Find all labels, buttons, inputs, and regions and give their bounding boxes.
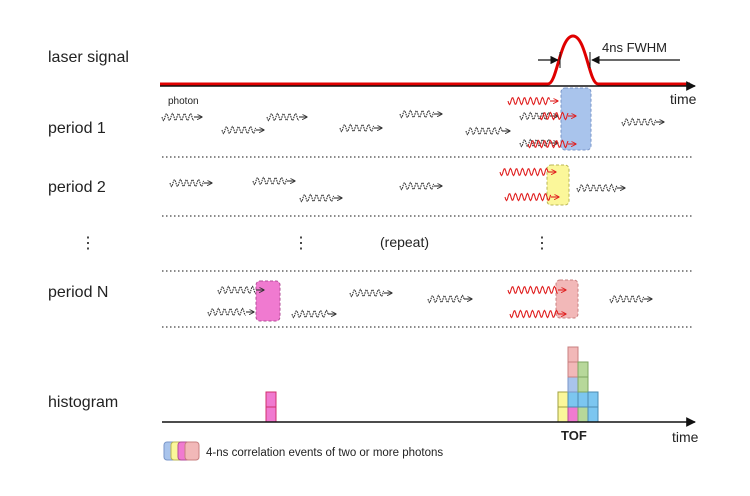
hist-cell: [587, 406, 599, 423]
hist-cell: [567, 346, 579, 363]
photon-wave-icon: [465, 126, 503, 136]
label-histogram: histogram: [48, 394, 118, 411]
photon-wave-icon: [527, 139, 569, 149]
photon-wave-icon: [217, 285, 257, 295]
hist-cell: [587, 391, 599, 408]
hist-bar-left-2: [265, 391, 277, 408]
hist-cell: [567, 376, 579, 393]
repeat-label: (repeat): [380, 234, 429, 250]
hist-cell: [577, 376, 589, 393]
label-period-1: period 1: [48, 120, 106, 137]
hist-cell: [577, 361, 589, 378]
photon-wave-icon: [169, 178, 205, 188]
hist-cell: [567, 361, 579, 378]
photon-wave-icon: [399, 181, 435, 191]
histogram-bars: [265, 346, 599, 423]
correlation-box-period-1: [560, 87, 592, 151]
photon-wave-icon: [507, 285, 559, 295]
photon-wave-icon: [576, 183, 618, 193]
ellipsis-left: ⋮: [80, 235, 96, 252]
photon-wave-icon: [609, 294, 645, 304]
hist-cell: [557, 406, 569, 423]
hist-cell: [567, 391, 579, 408]
photon-wave-icon: [299, 193, 335, 203]
correlation-box-period-n-left: [255, 280, 281, 322]
photon-wave-icon: [539, 111, 569, 121]
photon-wave-icon: [221, 125, 257, 135]
photon-wave-icon: [399, 109, 435, 119]
laser-signal-line: [160, 34, 690, 86]
photon-wave-icon: [252, 176, 288, 186]
photon-wave-icon: [621, 117, 657, 127]
photon-wave-icon: [161, 112, 195, 122]
photon-label: photon: [168, 96, 199, 107]
photon-wave-icon: [507, 96, 551, 106]
time-label-top: time: [670, 91, 697, 107]
hist-cell: [577, 391, 589, 408]
hist-cell: [557, 391, 569, 408]
photon-wave-icon: [339, 123, 375, 133]
photon-wave-icon: [207, 307, 247, 317]
photon-waves: [161, 96, 664, 319]
tof-label: TOF: [561, 428, 587, 443]
photon-wave-icon: [291, 309, 329, 319]
hist-cell: [577, 406, 589, 423]
photon-wave-icon: [509, 309, 559, 319]
ellipsis-right: ⋮: [534, 235, 550, 252]
fwhm-label: 4ns FWHM: [602, 40, 667, 55]
label-laser-signal: laser signal: [48, 49, 129, 66]
photon-wave-icon: [519, 111, 551, 121]
hist-bar-left-1: [265, 406, 277, 423]
photon-wave-icon: [266, 112, 300, 122]
correlation-box-period-2: [546, 164, 570, 206]
ellipsis-mid: ⋮: [293, 235, 309, 252]
time-label-bottom: time: [672, 429, 699, 445]
correlation-box-period-n-right: [555, 279, 579, 319]
photon-wave-icon: [499, 167, 549, 177]
legend-box-pink: [184, 441, 200, 461]
photon-wave-icon: [427, 294, 465, 304]
label-period-n: period N: [48, 284, 108, 301]
photon-wave-icon: [349, 288, 385, 298]
hist-cell: [567, 406, 579, 423]
photon-wave-icon: [519, 138, 551, 148]
photon-wave-icon: [504, 192, 552, 202]
legend-text: 4-ns correlation events of two or more p…: [206, 447, 443, 459]
label-period-2: period 2: [48, 179, 106, 196]
legend: 4-ns correlation events of two or more p…: [163, 441, 443, 461]
